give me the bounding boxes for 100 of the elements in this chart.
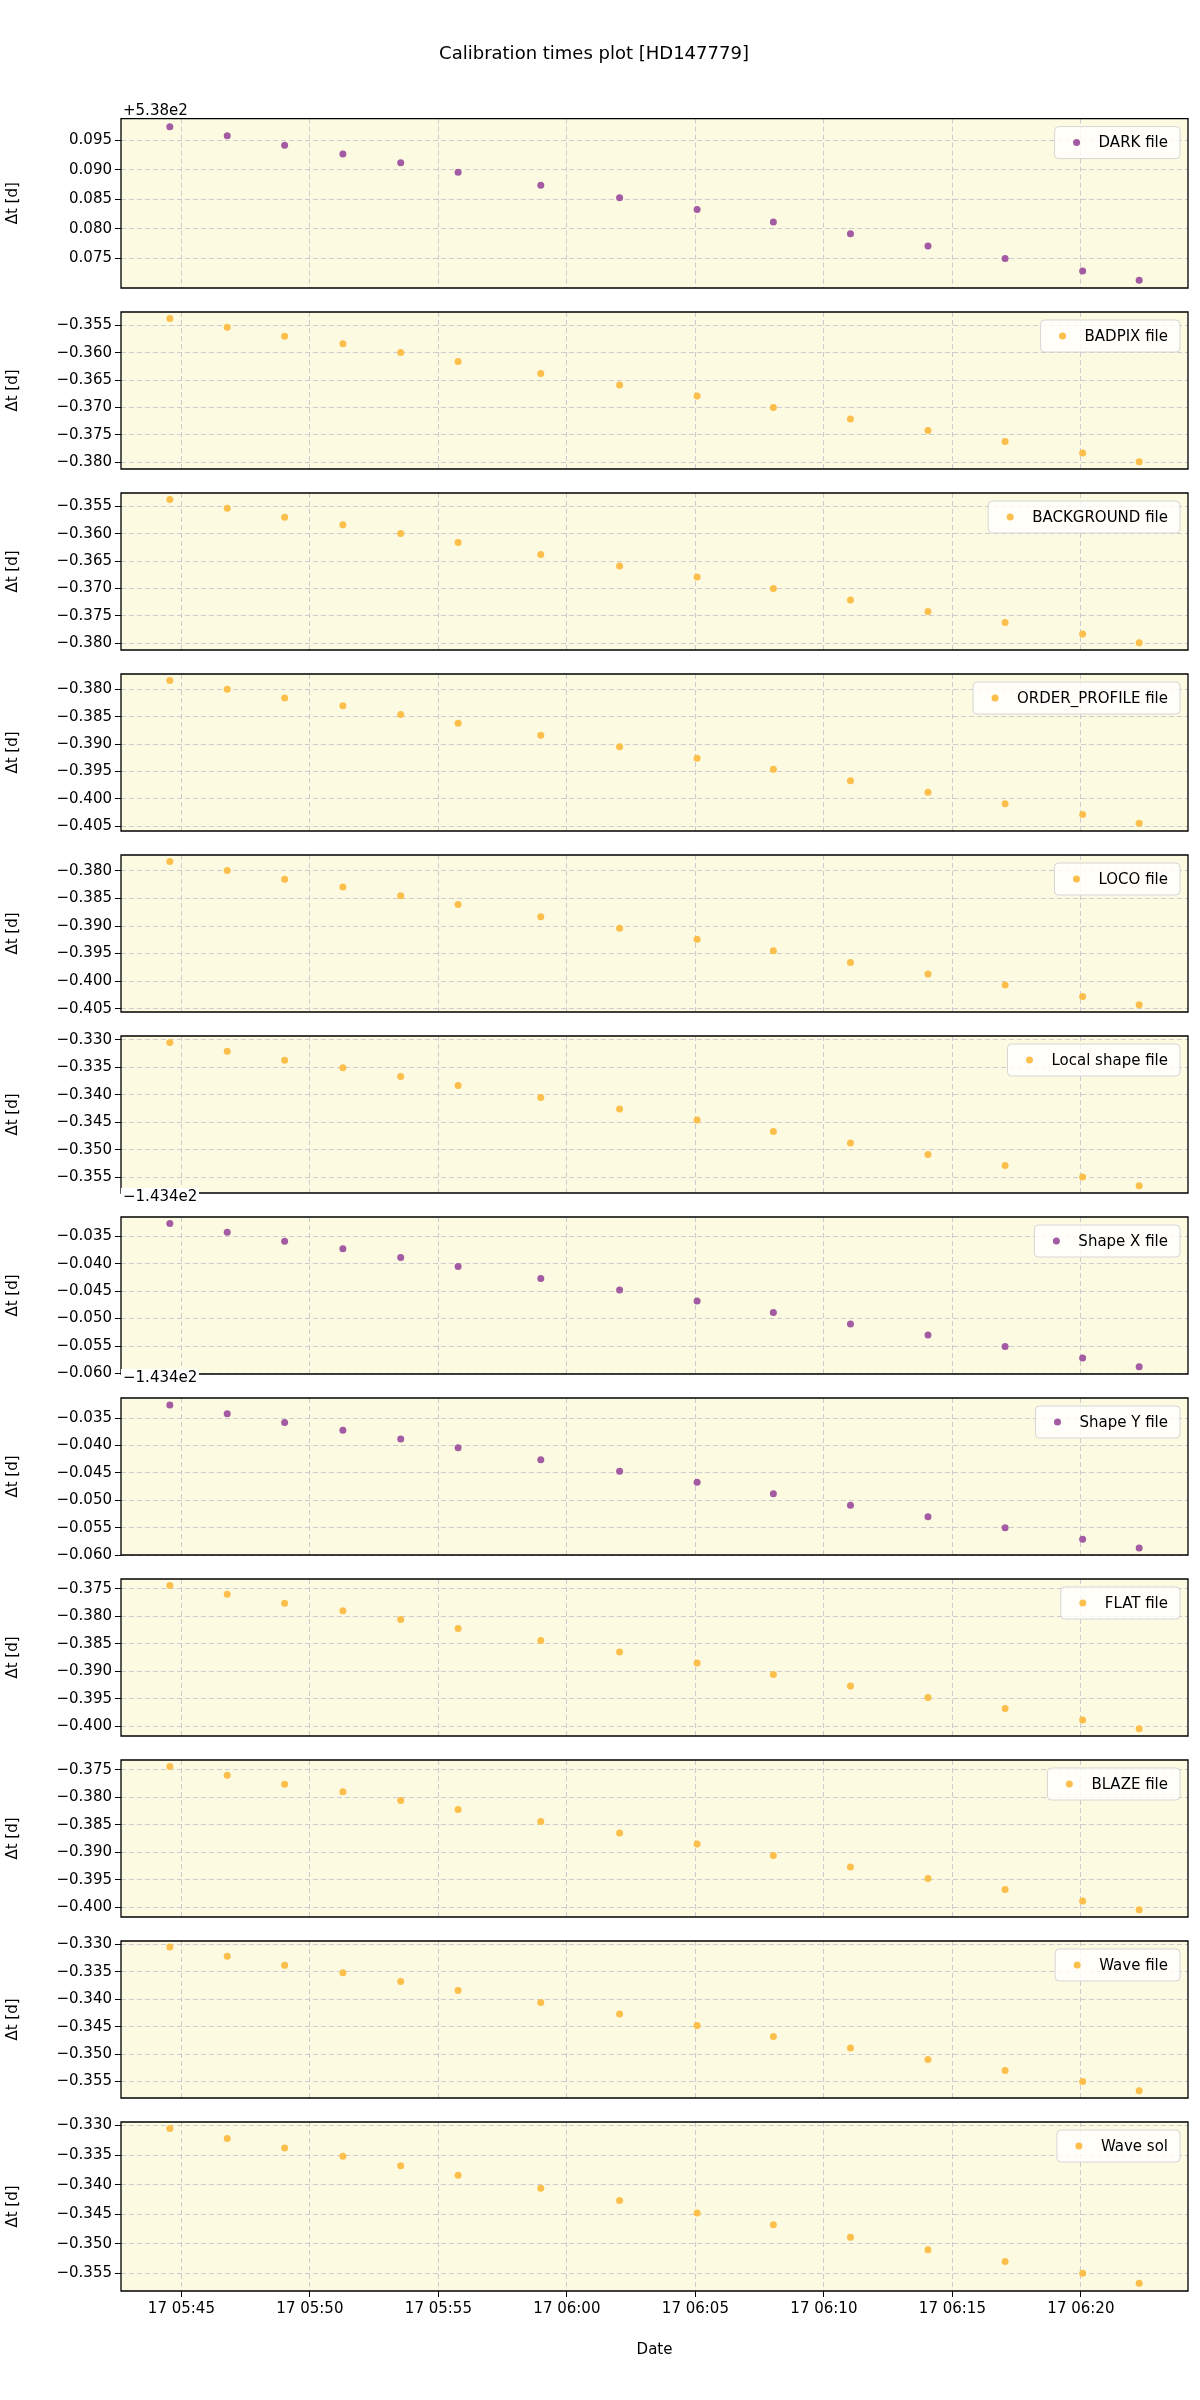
y-tick-label: −0.035 <box>56 1226 112 1245</box>
legend-label: Wave sol <box>1100 2136 1169 2155</box>
y-tick-label: −0.355 <box>56 2263 112 2282</box>
y-tick-label: −0.340 <box>56 1084 112 1103</box>
x-tick-label: 17 06:20 <box>1047 2298 1115 2317</box>
y-tick-label: −0.405 <box>56 815 112 834</box>
y-axis-title: Δt [d] <box>2 1093 21 1136</box>
y-tick-label: −0.405 <box>56 998 112 1017</box>
y-tick-label: −0.380 <box>56 679 112 698</box>
y-axis-title: Δt [d] <box>2 1998 21 2041</box>
y-tick-label: −0.400 <box>56 788 112 807</box>
legend-label: Wave file <box>1099 1955 1169 1974</box>
y-tick-label: −0.390 <box>56 1842 112 1861</box>
y-tick-label: −0.040 <box>56 1253 112 1272</box>
y-tick-label: −0.040 <box>56 1435 112 1454</box>
y-tick-label: −0.355 <box>56 496 112 515</box>
y-tick-label: 0.085 <box>69 189 112 208</box>
legend-label: BACKGROUND file <box>1032 507 1169 526</box>
y-tick-label: −0.380 <box>56 1787 112 1806</box>
y-axis-title: Δt [d] <box>2 1817 21 1860</box>
y-tick-label: −0.340 <box>56 2174 112 2193</box>
y-tick-label: 0.095 <box>69 130 112 149</box>
y-axis-title: Δt [d] <box>2 1636 21 1679</box>
y-axis-title: Δt [d] <box>2 550 21 593</box>
y-tick-label: −0.375 <box>56 605 112 624</box>
y-tick-label: −0.365 <box>56 550 112 569</box>
y-axis-title: Δt [d] <box>2 182 21 225</box>
y-tick-label: −0.350 <box>56 2043 112 2062</box>
x-tick-label: 17 05:50 <box>276 2298 344 2317</box>
y-tick-label: −0.055 <box>56 1517 112 1536</box>
y-axis-title: Δt [d] <box>2 912 21 955</box>
y-tick-label: −0.345 <box>56 2016 112 2035</box>
legend-label: Shape Y file <box>1079 1412 1168 1431</box>
y-tick-label: −0.055 <box>56 1335 112 1354</box>
y-tick-label: −0.380 <box>56 1606 112 1625</box>
y-tick-label: −0.370 <box>56 397 112 416</box>
x-tick-label: 17 06:00 <box>533 2298 601 2317</box>
y-tick-label: −0.385 <box>56 888 112 907</box>
y-tick-label: −0.385 <box>56 706 112 725</box>
y-tick-label: −0.380 <box>56 452 112 471</box>
y-tick-label: 0.090 <box>69 159 112 178</box>
y-tick-label: −0.350 <box>56 2233 112 2252</box>
y-tick-label: −0.380 <box>56 860 112 879</box>
y-tick-label: −0.045 <box>56 1281 112 1299</box>
y-tick-label: −0.355 <box>56 2071 112 2090</box>
chart-title: Calibration times plot [HD147779] <box>439 42 749 64</box>
y-tick-label: −0.050 <box>56 1490 112 1509</box>
y-tick-label: −0.335 <box>56 2144 112 2163</box>
y-tick-label: −0.035 <box>56 1408 112 1427</box>
y-tick-label: −0.330 <box>56 2115 112 2134</box>
y-tick-label: −0.395 <box>56 943 112 962</box>
x-tick-label: 17 06:05 <box>661 2298 729 2317</box>
annotation: +5.38e2 <box>121 101 190 119</box>
y-tick-label: −0.360 <box>56 342 112 361</box>
y-tick-label: −0.390 <box>56 1661 112 1680</box>
y-tick-label: −0.395 <box>56 1869 112 1888</box>
y-tick-label: 0.080 <box>69 218 112 237</box>
legend-label: BADPIX file <box>1084 326 1169 345</box>
y-axis-title: Δt [d] <box>2 731 21 774</box>
y-tick-label: −0.375 <box>56 1578 112 1597</box>
y-tick-label: −0.060 <box>56 1363 112 1382</box>
y-tick-label: −0.340 <box>56 1989 112 2008</box>
y-tick-label: −0.355 <box>56 1166 112 1185</box>
annotation: −1.434e2 <box>121 1368 200 1386</box>
y-tick-label: −0.365 <box>56 369 112 388</box>
y-tick-label: −0.330 <box>56 1029 112 1048</box>
y-tick-label: −0.045 <box>56 1462 112 1481</box>
legend-label: BLAZE file <box>1091 1774 1169 1793</box>
legend-label: FLAT file <box>1104 1593 1168 1612</box>
annotation: −1.434e2 <box>121 1187 200 1205</box>
x-tick-label: 17 06:15 <box>918 2298 986 2317</box>
y-axis-title: Δt [d] <box>2 369 21 412</box>
y-tick-label: −0.345 <box>56 2204 112 2223</box>
legend-label: Shape X file <box>1078 1231 1169 1250</box>
y-tick-label: −0.050 <box>56 1308 112 1327</box>
y-tick-label: −0.060 <box>56 1544 112 1563</box>
y-tick-label: −0.375 <box>56 424 112 443</box>
y-tick-label: −0.380 <box>56 633 112 652</box>
y-tick-label: −0.395 <box>56 761 112 780</box>
legend-label: LOCO file <box>1098 869 1169 888</box>
y-tick-label: −0.390 <box>56 915 112 934</box>
x-tick-label: 17 06:10 <box>790 2298 858 2317</box>
y-tick-label: −0.335 <box>56 1057 112 1076</box>
y-tick-label: −0.355 <box>56 315 112 334</box>
x-tick-label: 17 05:45 <box>147 2298 215 2317</box>
y-tick-label: 0.075 <box>69 248 112 267</box>
y-axis-title: Δt [d] <box>2 1455 21 1498</box>
y-axis-title: Δt [d] <box>2 1274 21 1317</box>
legend-label: DARK file <box>1098 133 1168 152</box>
y-tick-label: −0.395 <box>56 1688 112 1707</box>
y-tick-label: −0.375 <box>56 1759 112 1778</box>
y-tick-label: −0.360 <box>56 523 112 542</box>
y-axis-title: Δt [d] <box>2 2185 21 2228</box>
y-tick-label: −0.370 <box>56 578 112 597</box>
y-tick-label: −0.400 <box>56 971 112 990</box>
y-tick-label: −0.350 <box>56 1139 112 1158</box>
legend-label: Local shape file <box>1051 1050 1169 1069</box>
y-tick-label: −0.335 <box>56 1961 112 1980</box>
x-axis-title: Date <box>636 2339 673 2358</box>
y-tick-label: −0.330 <box>56 1934 112 1953</box>
